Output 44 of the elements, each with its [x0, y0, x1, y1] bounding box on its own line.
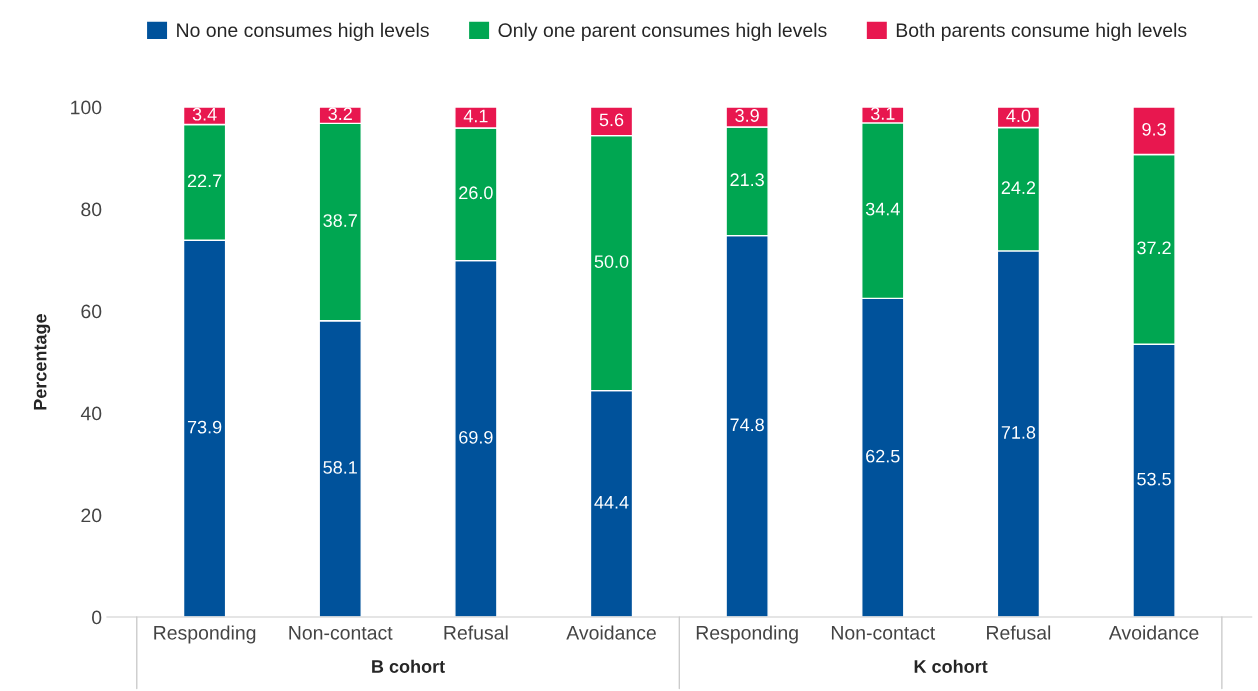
x-tick-label: Non-contact: [831, 626, 936, 640]
data-label: 3.9: [735, 109, 759, 122]
data-label: 26.0: [459, 186, 493, 200]
y-tick-label: 20: [81, 508, 102, 523]
data-label: 4.0: [1006, 109, 1031, 123]
data-label: 22.7: [187, 174, 222, 187]
data-label: 34.4: [865, 202, 900, 216]
data-label: 50.0: [594, 255, 629, 268]
x-tick-label: Refusal: [987, 625, 1051, 640]
y-tick-label: 80: [81, 202, 102, 217]
data-label: 71.8: [1001, 426, 1036, 439]
legend-label: Both parents consume high levels: [896, 22, 1187, 41]
data-label: 58.1: [323, 460, 357, 474]
x-tick-label: Avoidance: [1108, 625, 1199, 640]
data-label: 24.2: [1001, 181, 1036, 194]
legend-label: No one consumes high levels: [177, 22, 429, 41]
data-label: 53.5: [1137, 472, 1171, 486]
data-label: 3.2: [328, 107, 352, 121]
y-axis-title: Percentage: [33, 314, 51, 410]
data-label: 4.1: [463, 109, 488, 123]
data-label: 37.2: [1137, 241, 1171, 255]
x-tick-label: Responding: [696, 625, 798, 644]
x-tick-label: Refusal: [444, 625, 508, 640]
data-label: 3.1: [870, 107, 895, 120]
y-tick-label: 60: [81, 304, 102, 319]
data-label: 62.5: [866, 449, 900, 463]
data-label: 38.7: [323, 214, 357, 227]
text: B cohort: [372, 659, 445, 673]
x-tick-label: Responding: [154, 625, 256, 644]
legend-label: Only one parent consumes high levels: [498, 22, 827, 41]
data-label: 69.9: [459, 430, 493, 444]
y-tick-label: 100: [71, 100, 102, 115]
data-label: 3.4: [192, 107, 217, 121]
data-label: 9.3: [1142, 122, 1166, 136]
data-label: 73.9: [187, 420, 222, 434]
y-tick-label: 0: [92, 610, 102, 625]
data-label: 5.6: [599, 113, 624, 127]
text: K cohort: [914, 659, 988, 673]
y-tick-label: 40: [80, 406, 102, 421]
data-label: 21.3: [730, 173, 764, 187]
x-tick-label: Non-contact: [289, 626, 393, 640]
x-tick-label: Avoidance: [566, 625, 656, 640]
data-label: 74.8: [730, 418, 764, 432]
data-label: 44.4: [594, 496, 629, 509]
